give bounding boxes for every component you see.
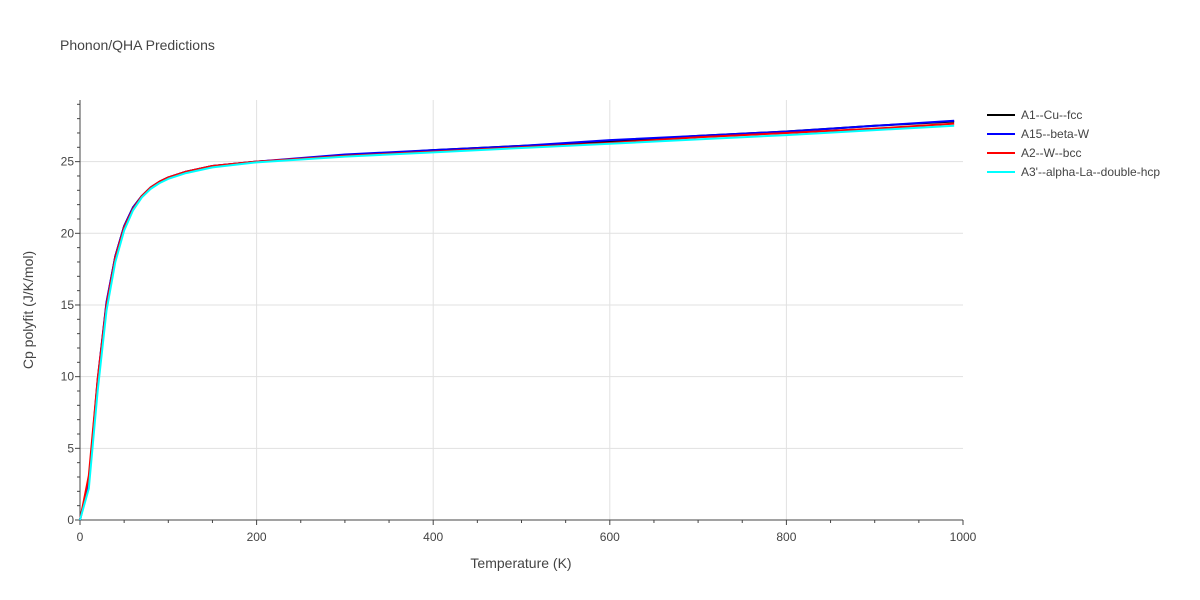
y-tick-label: 0 — [67, 513, 74, 527]
y-tick-label: 5 — [67, 441, 74, 455]
series-line-0[interactable] — [79, 120, 955, 521]
x-tick-label: 800 — [776, 530, 796, 544]
legend-item[interactable]: A2--W--bcc — [987, 146, 1081, 160]
chart-title: Phonon/QHA Predictions — [60, 37, 215, 53]
legend-label: A2--W--bcc — [1021, 146, 1081, 160]
legend[interactable]: A1--Cu--fcc A15--beta-W A2--W--bcc A3'--alp… — [987, 108, 1160, 179]
x-tick-label: 200 — [247, 530, 267, 544]
gridlines — [80, 100, 963, 520]
x-tick-label: 600 — [600, 530, 620, 544]
y-tick-label: 10 — [61, 370, 75, 384]
x-axis-title: Temperature (K) — [470, 555, 571, 571]
axes: 0 200 400 600 800 1000 0 5 10 15 20 25 — [61, 100, 977, 544]
series-line-2[interactable] — [79, 122, 955, 521]
legend-item[interactable]: A3'--alpha-La--double-hcp — [987, 165, 1160, 179]
y-tick-label: 20 — [61, 226, 75, 240]
legend-label: A3'--alpha-La--double-hcp — [1021, 165, 1160, 179]
legend-item[interactable]: A15--beta-W — [987, 127, 1090, 141]
series-line-1[interactable] — [79, 119, 955, 521]
legend-label: A15--beta-W — [1021, 127, 1090, 141]
y-axis-title: Cp polyfit (J/K/mol) — [20, 251, 36, 369]
x-tick-label: 400 — [423, 530, 443, 544]
legend-item[interactable]: A1--Cu--fcc — [987, 108, 1082, 122]
series-lines — [79, 119, 955, 521]
x-tick-label: 0 — [77, 530, 84, 544]
y-tick-label: 15 — [61, 298, 75, 312]
legend-label: A1--Cu--fcc — [1021, 108, 1082, 122]
series-line-3[interactable] — [79, 124, 955, 521]
x-tick-label: 1000 — [950, 530, 977, 544]
y-tick-label: 25 — [61, 155, 75, 169]
